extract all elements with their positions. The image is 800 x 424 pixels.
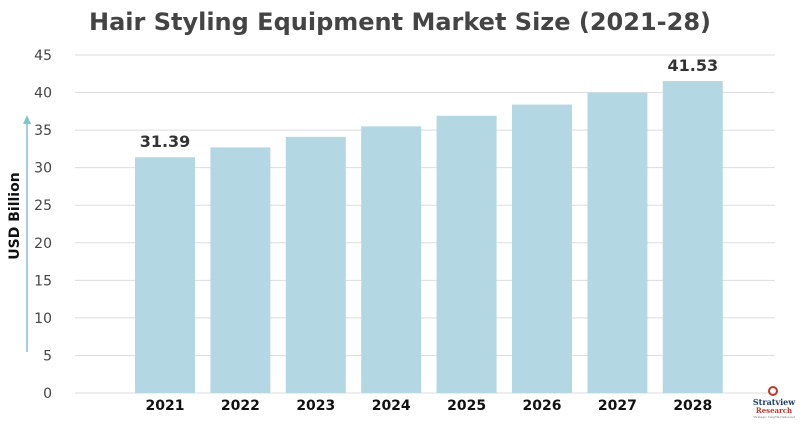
- logo-text-line2: Research: [755, 406, 793, 415]
- y-tick-label: 10: [34, 311, 52, 327]
- bar-2025: [436, 115, 497, 393]
- y-tick-label: 25: [34, 198, 52, 214]
- x-tick-label: 2021: [146, 398, 185, 414]
- y-tick-label: 20: [34, 236, 52, 252]
- y-tick-label: 45: [34, 48, 52, 64]
- logo-text-line1: Stratview: [752, 397, 796, 407]
- bar-2024: [361, 126, 422, 393]
- x-tick-label: 2025: [447, 398, 486, 414]
- bar-2027: [587, 92, 648, 394]
- y-axis-arrow: [23, 115, 31, 352]
- x-tick-label: 2022: [221, 398, 260, 414]
- y-tick-label: 35: [34, 123, 52, 139]
- chart-title: Hair Styling Equipment Market Size (2021…: [89, 8, 711, 36]
- x-tick-label: 2026: [523, 398, 562, 414]
- logo-mark-icon: [768, 386, 778, 396]
- data-labels: 31.39 41.53: [140, 56, 718, 151]
- stratview-logo: Stratview Research Strategic Insights De…: [752, 386, 796, 422]
- data-label-2028: 41.53: [667, 56, 718, 75]
- logo-text-line3: Strategic Insights Delivered: [753, 415, 795, 419]
- y-axis-label: USD Billion: [7, 172, 23, 259]
- bar-2021: [135, 157, 195, 393]
- y-axis-ticks: 0 5 10 15 20 25 30 35 40 45: [34, 48, 52, 402]
- y-tick-label: 0: [43, 386, 52, 402]
- x-axis-ticks: 2021 2022 2023 2024 2025 2026 2027 2028: [146, 398, 713, 414]
- bar-2022: [210, 147, 271, 393]
- data-label-2021: 31.39: [140, 132, 191, 151]
- arrow-up-icon: [23, 115, 31, 124]
- y-tick-label: 15: [34, 273, 52, 289]
- bar-2028: [662, 81, 723, 394]
- bar-2026: [512, 104, 572, 393]
- x-tick-label: 2023: [296, 398, 335, 414]
- bar-2023: [285, 136, 346, 394]
- bars: [135, 81, 723, 394]
- x-tick-label: 2028: [673, 398, 712, 414]
- y-tick-label: 30: [34, 161, 52, 177]
- x-tick-label: 2024: [372, 398, 411, 414]
- y-tick-label: 40: [34, 86, 52, 102]
- x-tick-label: 2027: [598, 398, 637, 414]
- y-tick-label: 5: [43, 348, 52, 364]
